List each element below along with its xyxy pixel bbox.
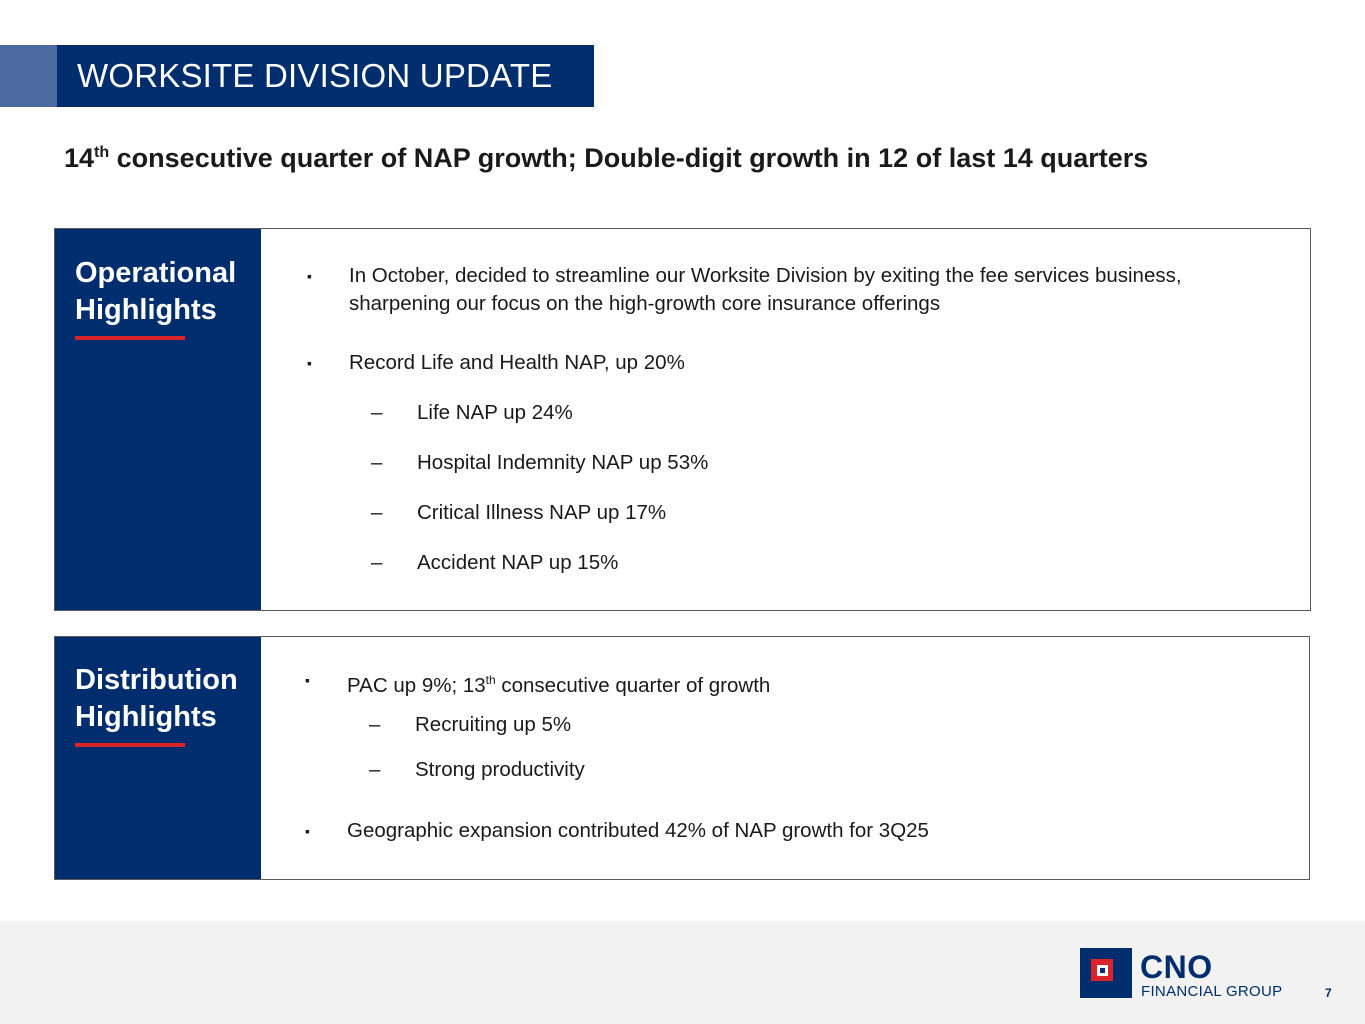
- operational-heading: Operational Highlights: [75, 255, 236, 329]
- title-accent-block: [0, 45, 57, 107]
- bullet-superscript: th: [485, 673, 496, 687]
- square-bullet-icon: ▪: [307, 355, 312, 371]
- dash-bullet-icon: –: [371, 501, 383, 524]
- page-number: 7: [1325, 986, 1332, 1000]
- operational-heading-line1: Operational: [75, 257, 237, 289]
- distribution-heading-line1: Distribution: [75, 664, 238, 696]
- sub-bullet-text: Recruiting up 5%: [415, 713, 572, 736]
- distribution-highlights-panel: Distribution Highlights ▪ PAC up 9%; 13th…: [54, 636, 1310, 880]
- sub-bullet-text: Accident NAP up 15%: [417, 551, 619, 574]
- distribution-heading: Distribution Highlights: [75, 662, 238, 736]
- operational-heading-line2: Highlights: [75, 294, 217, 326]
- operational-highlights-panel: Operational Highlights ▪ In October, deci…: [54, 228, 1311, 611]
- footer-band: [0, 921, 1365, 1024]
- bullet-text: Record Life and Health NAP, up 20%: [349, 351, 685, 374]
- dash-bullet-icon: –: [369, 713, 381, 736]
- slide-title: WORKSITE DIVISION UPDATE: [57, 45, 594, 107]
- bullet-text: Geographic expansion contributed 42% of …: [347, 819, 929, 842]
- square-bullet-icon: ▪: [305, 672, 310, 688]
- operational-sidebar: Operational Highlights: [55, 229, 261, 610]
- distribution-heading-line2: Highlights: [75, 701, 217, 733]
- sub-bullet-text: Strong productivity: [415, 758, 585, 781]
- distribution-heading-underline: [75, 743, 185, 747]
- cno-square-logo-icon: [1080, 948, 1132, 998]
- sub-bullet-text: Critical Illness NAP up 17%: [417, 501, 667, 524]
- bullet-text: In October, decided to streamline our Wo…: [349, 264, 1182, 315]
- logo-inner-square: [1091, 959, 1113, 981]
- bullet-text: PAC up 9%; 13th consecutive quarter of g…: [347, 666, 1247, 700]
- dash-bullet-icon: –: [371, 551, 383, 574]
- bullet-text-rest: consecutive quarter of growth: [495, 674, 771, 697]
- bullet-text-prefix: PAC up 9%; 13: [347, 674, 486, 697]
- logo-center-square: [1097, 965, 1108, 976]
- logo-wordmark: CNO: [1140, 949, 1213, 985]
- subtitle-superscript: th: [94, 144, 110, 161]
- dash-bullet-icon: –: [371, 451, 383, 474]
- dash-bullet-icon: –: [371, 401, 383, 424]
- distribution-sidebar: Distribution Highlights: [55, 637, 261, 879]
- square-bullet-icon: ▪: [307, 268, 312, 284]
- subtitle-number: 14: [64, 143, 95, 173]
- subtitle-text: consecutive quarter of NAP growth; Doubl…: [109, 143, 1149, 173]
- sub-bullet-text: Life NAP up 24%: [417, 401, 573, 424]
- logo-tagline: FINANCIAL GROUP: [1141, 983, 1283, 1000]
- slide-subtitle: 14th consecutive quarter of NAP growth; …: [64, 143, 1344, 174]
- dash-bullet-icon: –: [369, 758, 381, 781]
- operational-heading-underline: [75, 336, 185, 340]
- square-bullet-icon: ▪: [305, 823, 310, 839]
- sub-bullet-text: Hospital Indemnity NAP up 53%: [417, 451, 709, 474]
